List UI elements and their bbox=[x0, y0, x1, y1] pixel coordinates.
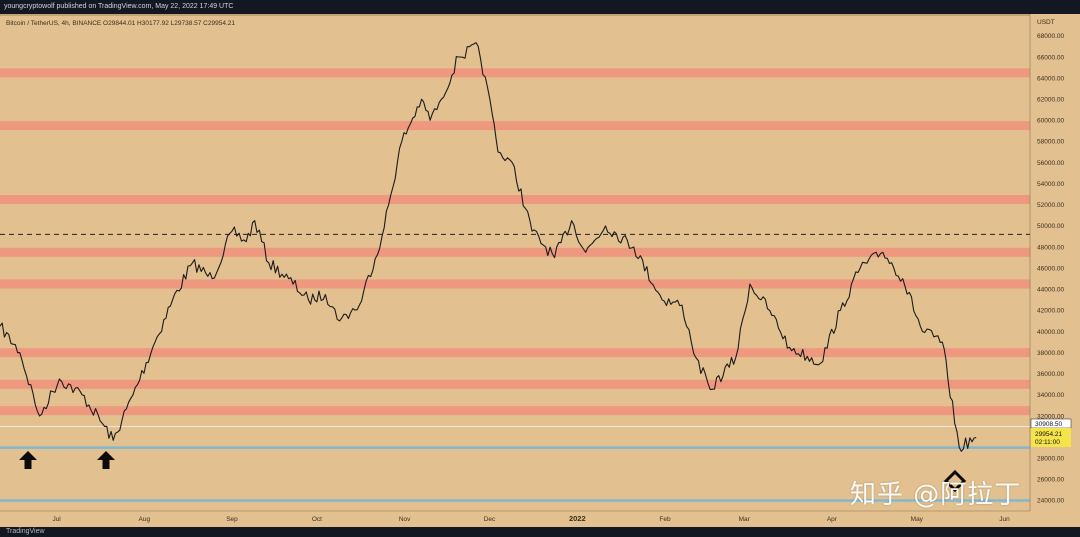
countdown-text: 02:11:00 bbox=[1035, 439, 1060, 446]
x-tick-label-Oct: Oct bbox=[312, 516, 322, 523]
y-tick-label-46000: 46000.00 bbox=[1037, 265, 1064, 272]
y-tick-label-42000: 42000.00 bbox=[1037, 308, 1064, 315]
y-tick-label-26000: 26000.00 bbox=[1037, 477, 1064, 484]
y-tick-label-60000: 60000.00 bbox=[1037, 118, 1064, 125]
last-price-tag bbox=[1031, 428, 1071, 447]
price-labels: 30908.50 29954.21 02:11:00 bbox=[1030, 418, 1072, 447]
y-tick-label-38000: 38000.00 bbox=[1037, 350, 1064, 357]
y-tick-label-48000: 48000.00 bbox=[1037, 244, 1064, 251]
resistance-zone-2 bbox=[0, 121, 1030, 131]
publish-header: youngcryptowolf published on TradingView… bbox=[0, 0, 1080, 14]
x-tick-label-Apr: Apr bbox=[827, 516, 838, 523]
up-arrow-2 bbox=[97, 451, 115, 469]
y-tick-label-66000: 66000.00 bbox=[1037, 54, 1064, 61]
y-tick-label-64000: 64000.00 bbox=[1037, 75, 1064, 82]
last-price-text: 29954.21 bbox=[1035, 431, 1062, 438]
y-tick-label-58000: 58000.00 bbox=[1037, 139, 1064, 146]
up-arrow-1 bbox=[19, 451, 37, 469]
y-tick-label-62000: 62000.00 bbox=[1037, 97, 1064, 104]
resistance-zone-4 bbox=[0, 247, 1030, 257]
y-tick-label-36000: 36000.00 bbox=[1037, 371, 1064, 378]
resistance-zones bbox=[0, 68, 1030, 416]
x-tick-label-Jul: Jul bbox=[52, 516, 61, 523]
y-tick-label-28000: 28000.00 bbox=[1037, 456, 1064, 463]
x-tick-label-2022: 2022 bbox=[569, 514, 586, 523]
x-axis-labels: Jul Aug Sep Oct Nov Dec 2022 Feb Mar Apr May Jun bbox=[52, 514, 1010, 523]
tradingview-footer: TradingView bbox=[0, 527, 1080, 537]
x-tick-label-Aug: Aug bbox=[139, 516, 151, 523]
y-tick-label-50000: 50000.00 bbox=[1037, 223, 1064, 230]
x-tick-label-Sep: Sep bbox=[226, 516, 238, 523]
x-tick-label-Nov: Nov bbox=[399, 516, 411, 523]
publish-text: youngcryptowolf published on TradingView… bbox=[4, 3, 234, 10]
resistance-zone-3 bbox=[0, 195, 1030, 205]
resistance-zone-7 bbox=[0, 379, 1030, 389]
y-tick-label-68000: 68000.00 bbox=[1037, 33, 1064, 40]
y-tick-label-32000: 32000.00 bbox=[1037, 413, 1064, 420]
watermark-text: 知乎 @阿拉丁 bbox=[850, 480, 1022, 510]
btc-price-chart[interactable]: Bitcoin / TetherUS, 4h, BINANCE O29844.0… bbox=[0, 14, 1080, 527]
y-tick-label-52000: 52000.00 bbox=[1037, 202, 1064, 209]
diamond-marker bbox=[943, 469, 967, 493]
currency-label: USDT bbox=[1037, 19, 1055, 26]
resistance-zone-6 bbox=[0, 348, 1030, 358]
x-tick-label-Jun: Jun bbox=[999, 516, 1010, 523]
y-tick-label-54000: 54000.00 bbox=[1037, 181, 1064, 188]
resistance-zone-8 bbox=[0, 406, 1030, 416]
y-tick-label-44000: 44000.00 bbox=[1037, 287, 1064, 294]
legend-text: Bitcoin / TetherUS, 4h, BINANCE O29844.0… bbox=[6, 20, 235, 27]
x-tick-label-Feb: Feb bbox=[659, 516, 671, 523]
x-tick-label-May: May bbox=[911, 516, 924, 523]
y-tick-label-24000: 24000.00 bbox=[1037, 498, 1064, 505]
price-series-line bbox=[0, 42, 977, 452]
footer-brand: TradingView bbox=[6, 528, 45, 535]
horizontal-levels bbox=[0, 14, 1030, 502]
x-tick-label-Mar: Mar bbox=[739, 516, 751, 523]
resistance-zone-1 bbox=[0, 68, 1030, 78]
chart-background bbox=[0, 14, 1080, 527]
previous-close-text: 30908.50 bbox=[1035, 421, 1062, 428]
x-tick-label-Dec: Dec bbox=[484, 516, 496, 523]
y-tick-label-40000: 40000.00 bbox=[1037, 329, 1064, 336]
y-tick-label-56000: 56000.00 bbox=[1037, 160, 1064, 167]
y-tick-label-34000: 34000.00 bbox=[1037, 392, 1064, 399]
resistance-zone-5 bbox=[0, 279, 1030, 289]
